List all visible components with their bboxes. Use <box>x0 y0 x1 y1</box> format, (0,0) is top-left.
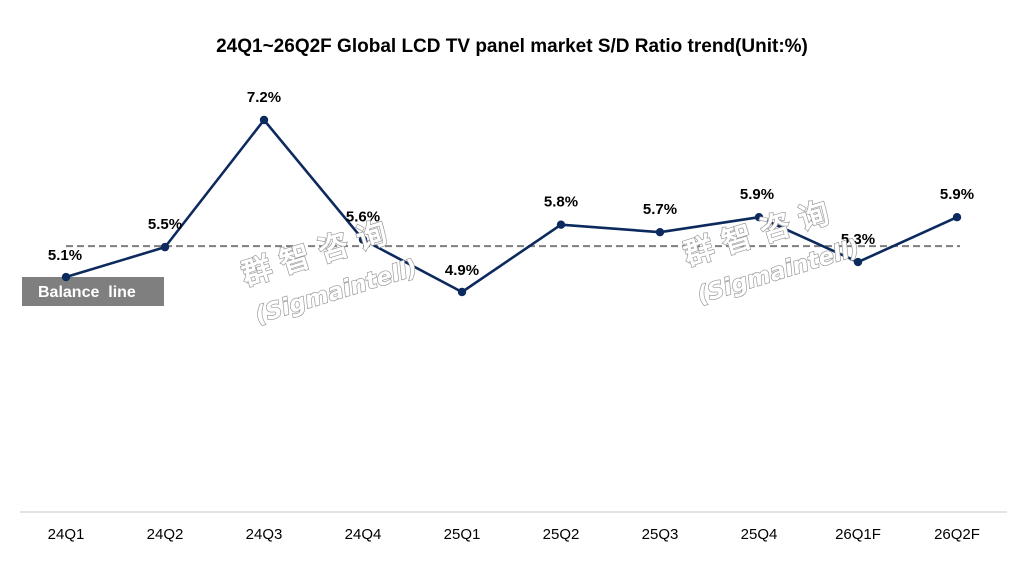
data-label: 5.9% <box>740 186 774 203</box>
data-point <box>457 287 467 297</box>
x-tick-label: 26Q2F <box>934 526 980 543</box>
x-tick-label: 25Q1 <box>444 526 481 543</box>
data-point <box>556 220 566 229</box>
x-tick-label: 24Q3 <box>246 526 283 543</box>
watermark-left: 群智咨询 (Sigmaintell) <box>237 212 421 330</box>
x-tick-label: 26Q1F <box>835 526 881 543</box>
data-point <box>655 227 665 237</box>
x-axis-ticks: 24Q1 24Q2 24Q3 24Q4 25Q1 25Q2 25Q3 25Q4 26Q1F 26Q… <box>48 526 980 543</box>
data-point <box>952 213 962 222</box>
data-label: 5.5% <box>148 216 182 233</box>
data-label: 5.3% <box>841 231 875 248</box>
x-tick-label: 25Q2 <box>543 526 580 543</box>
watermark-right: 群智咨询 (Sigmaintell) <box>679 192 863 310</box>
data-point <box>358 235 368 244</box>
data-point <box>61 272 71 282</box>
x-tick-label: 24Q1 <box>48 526 85 543</box>
data-label: 5.1% <box>48 247 82 264</box>
series-group <box>61 115 962 297</box>
series-line <box>65 118 958 294</box>
data-point <box>853 257 863 267</box>
data-point <box>160 242 170 252</box>
x-tick-label: 25Q4 <box>741 526 778 543</box>
chart-title: 24Q1~26Q2F Global LCD TV panel market S/… <box>216 36 808 57</box>
x-tick-label: 24Q4 <box>345 526 382 543</box>
data-point <box>259 115 269 125</box>
x-tick-label: 24Q2 <box>147 526 184 543</box>
data-label: 5.9% <box>940 186 974 203</box>
data-point <box>754 213 764 222</box>
balance-line-label-text: Balance line <box>38 284 136 301</box>
x-tick-label: 25Q3 <box>642 526 679 543</box>
data-label: 5.7% <box>643 201 677 218</box>
balance-line-label: Balance line <box>22 277 164 306</box>
data-label: 5.6% <box>346 209 380 226</box>
data-label: 5.8% <box>544 194 578 211</box>
data-labels: 5.1% 5.5% 7.2% 5.6% 4.9% 5.8% 5.7% 5.9% 5.3% 5.9% <box>48 89 974 279</box>
data-label: 4.9% <box>445 262 479 279</box>
data-label: 7.2% <box>247 89 281 106</box>
